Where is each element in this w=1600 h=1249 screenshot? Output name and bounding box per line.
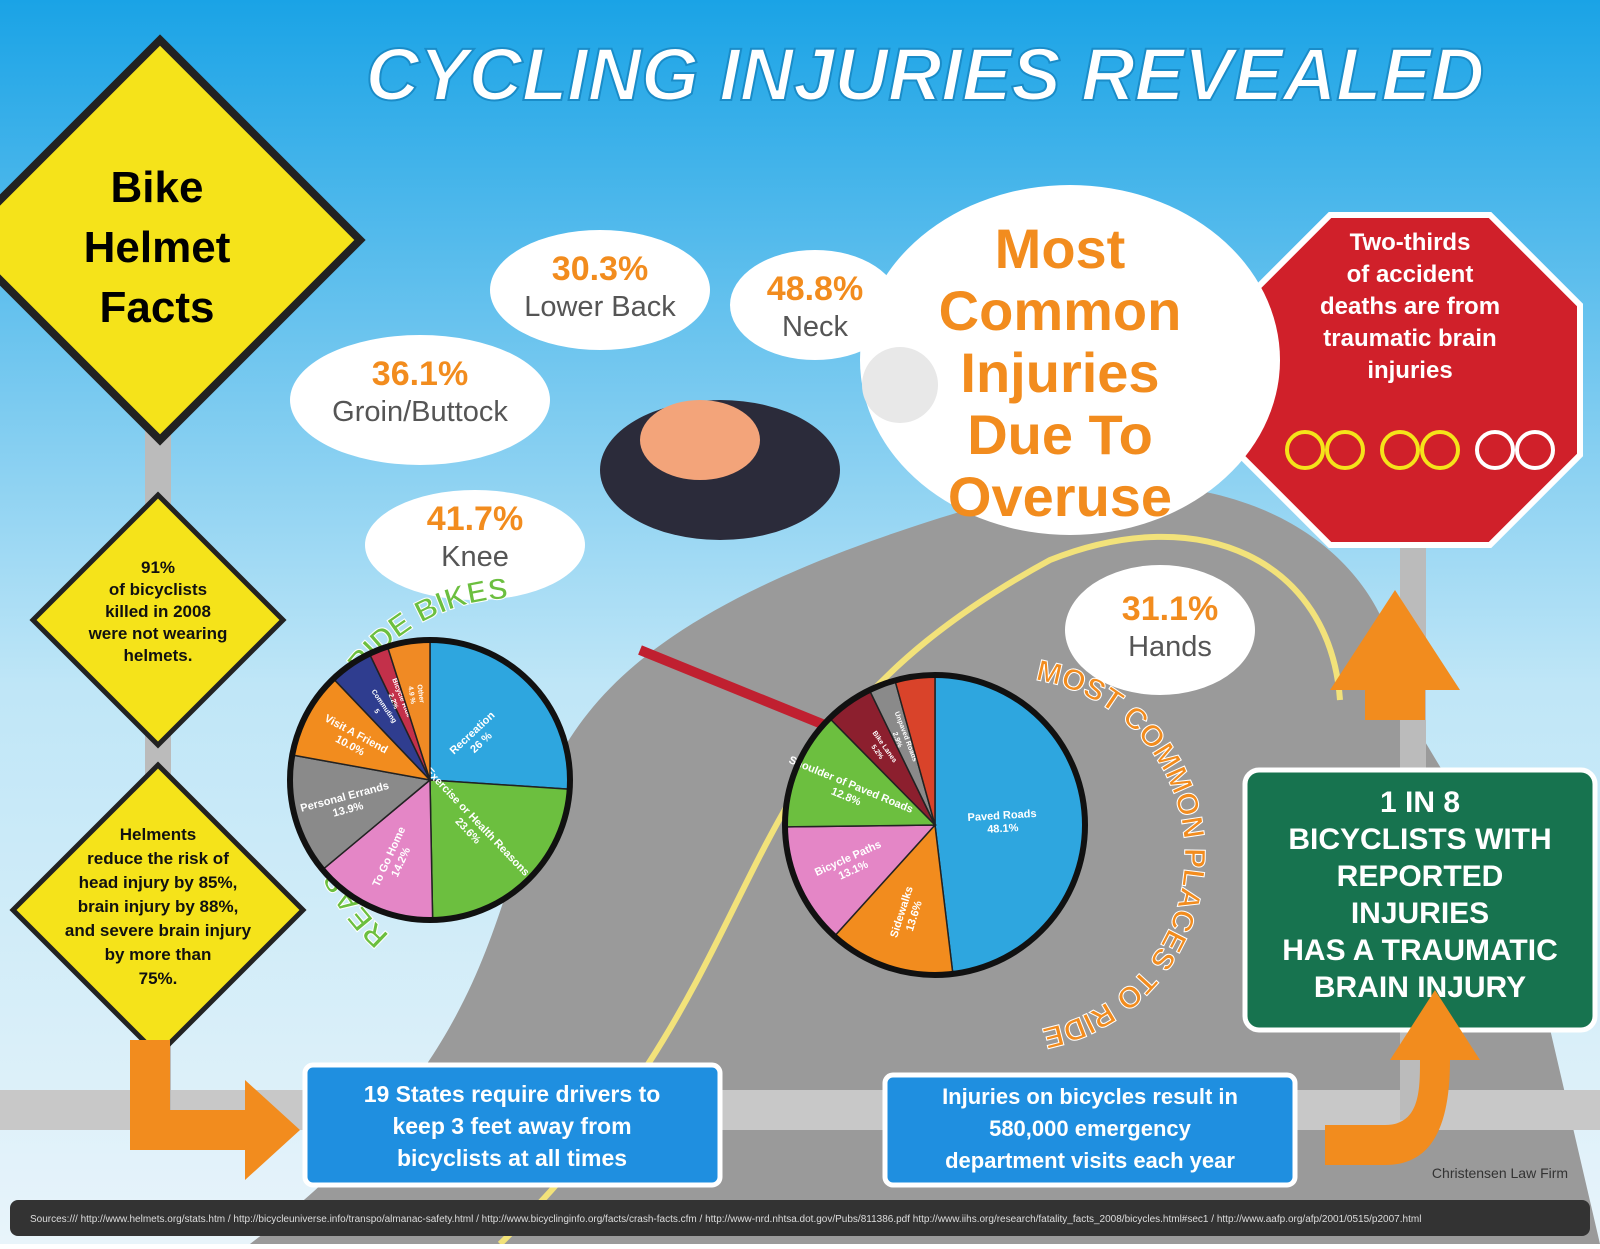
injuries-title: Due To bbox=[967, 403, 1153, 466]
firm: Christensen Law Firm bbox=[1432, 1165, 1568, 1181]
fact-text: killed in 2008 bbox=[105, 602, 211, 621]
sources: Sources:/// http://www.helmets.org/stats… bbox=[30, 1214, 1421, 1225]
fact-text: 91% bbox=[141, 558, 175, 577]
injuries-title: Most bbox=[995, 217, 1126, 280]
road-line bbox=[497, 533, 1343, 1247]
injury-label: Lower Back bbox=[524, 291, 676, 323]
arrow bbox=[1325, 990, 1480, 1165]
injuries-title: Overuse bbox=[948, 465, 1172, 528]
fact-text: brain injury by 88%, bbox=[78, 897, 239, 916]
green-text: BRAIN INJURY bbox=[1314, 971, 1526, 1004]
box-text: department visits each year bbox=[945, 1148, 1235, 1173]
slice-label: Paved Roads bbox=[967, 808, 1037, 824]
fact-text: 75%. bbox=[139, 969, 178, 988]
slice-value: 5 bbox=[372, 708, 380, 715]
injury-label: Hands bbox=[1128, 631, 1212, 663]
arrow bbox=[1330, 590, 1460, 720]
fact-text: and severe brain injury bbox=[65, 921, 252, 940]
fact-text: of bicyclists bbox=[109, 580, 207, 599]
fact-text: by more than bbox=[105, 945, 212, 964]
green-text: 1 IN 8 bbox=[1380, 786, 1460, 819]
pie-rim bbox=[287, 637, 573, 923]
slice-value: 4.9 % bbox=[406, 686, 416, 706]
stop-text: injuries bbox=[1367, 357, 1452, 384]
injury-percent: 31.1% bbox=[1122, 590, 1218, 628]
box-text: keep 3 feet away from bbox=[392, 1113, 631, 1139]
footer-bar bbox=[10, 1200, 1590, 1236]
fact-text: reduce the risk of bbox=[87, 849, 229, 868]
injury-label: Groin/Buttock bbox=[332, 396, 508, 428]
injury-percent: 48.8% bbox=[767, 270, 863, 308]
fact-text: Helments bbox=[120, 825, 197, 844]
green-text: REPORTED bbox=[1337, 860, 1504, 893]
injury-percent: 30.3% bbox=[552, 250, 648, 288]
slice-value: 48.1% bbox=[987, 822, 1019, 836]
injury-percent: 41.7% bbox=[427, 500, 523, 538]
injury-label: Knee bbox=[441, 541, 509, 573]
fact-text: were not wearing bbox=[88, 624, 228, 643]
title: CYCLING INJURIES REVEALED bbox=[366, 33, 1484, 116]
stop-text: traumatic brain bbox=[1323, 325, 1496, 352]
cyclist-icons bbox=[1285, 430, 1555, 470]
stop-text: deaths are from bbox=[1320, 293, 1500, 320]
helmet-sign bbox=[0, 34, 366, 446]
green-text: BICYCLISTS WITH bbox=[1288, 823, 1551, 856]
box-text: Injuries on bicycles result in bbox=[942, 1084, 1238, 1109]
slice-label: Other bbox=[415, 684, 425, 704]
box-text: 19 States require drivers to bbox=[364, 1081, 661, 1107]
injuries-title: Common bbox=[939, 279, 1182, 342]
box-text: bicyclists at all times bbox=[397, 1145, 627, 1171]
stop-text: Two-thirds bbox=[1350, 229, 1471, 256]
stop-text: of accident bbox=[1347, 261, 1474, 288]
injury-percent: 36.1% bbox=[372, 355, 468, 393]
fact-text: head injury by 85%, bbox=[79, 873, 238, 892]
pie-rim bbox=[782, 672, 1088, 978]
box-text: 580,000 emergency bbox=[989, 1116, 1192, 1141]
fact-sign bbox=[29, 491, 287, 749]
arrow bbox=[130, 1040, 300, 1180]
info-box bbox=[882, 1072, 1298, 1188]
fact-text: helmets. bbox=[124, 646, 193, 665]
green-text: HAS A TRAUMATIC bbox=[1282, 934, 1558, 967]
helmet-title: Helmet bbox=[84, 223, 231, 272]
helmet-title: Bike bbox=[111, 163, 204, 212]
green-text: INJURIES bbox=[1351, 897, 1489, 930]
info-box bbox=[302, 1062, 723, 1188]
injury-label: Neck bbox=[782, 311, 849, 343]
helmet-title: Facts bbox=[100, 283, 215, 332]
clouds bbox=[290, 185, 1280, 695]
injuries-title: Injuries bbox=[960, 341, 1159, 404]
